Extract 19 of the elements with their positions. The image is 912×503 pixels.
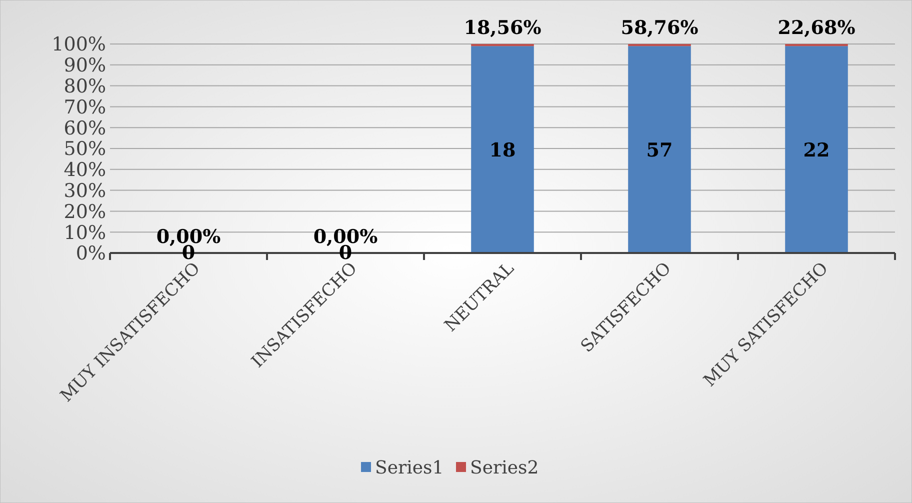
annotation: 22,68% bbox=[778, 17, 856, 39]
annotation: 58,76% bbox=[620, 17, 698, 39]
y-tick-label: 70% bbox=[64, 96, 106, 118]
legend-label: Series2 bbox=[470, 457, 539, 478]
legend-label: Series1 bbox=[375, 457, 444, 478]
y-tick-label: 80% bbox=[64, 75, 106, 98]
y-tick-label: 0% bbox=[76, 242, 106, 265]
y-tick-label: 60% bbox=[64, 117, 106, 140]
annotation: 18 bbox=[489, 140, 516, 162]
y-tick-label: 10% bbox=[64, 222, 106, 244]
y-tick-label: 100% bbox=[52, 34, 106, 56]
y-tick-label: 30% bbox=[64, 180, 106, 202]
annotation: 57 bbox=[646, 140, 673, 162]
y-tick-label: 90% bbox=[64, 54, 106, 77]
annotation: 18,56% bbox=[464, 17, 542, 39]
y-tick-label: 40% bbox=[64, 159, 106, 182]
annotation: 22 bbox=[803, 140, 830, 162]
y-tick-label: 20% bbox=[64, 200, 106, 223]
y-tick-label: 50% bbox=[64, 138, 106, 160]
